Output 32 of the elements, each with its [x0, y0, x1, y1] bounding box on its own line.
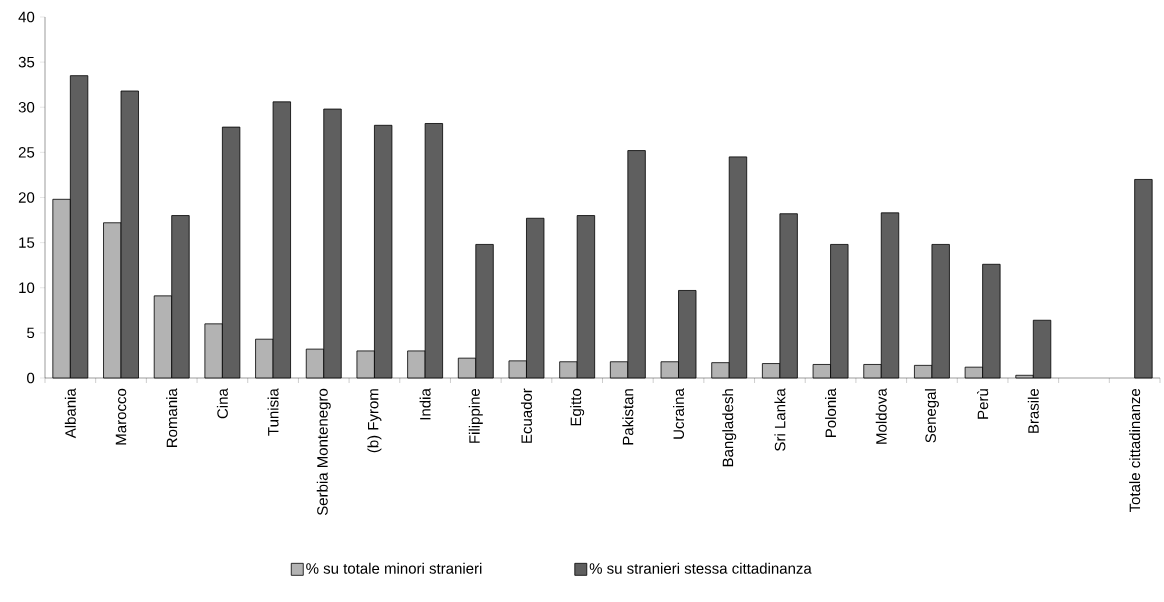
- y-tick-label: 25: [18, 147, 35, 158]
- x-tick-label: Egitto: [570, 388, 585, 426]
- x-tick-label: Moldova: [875, 388, 887, 444]
- y-tick-label: 20: [18, 192, 35, 203]
- x-tick-label: Ucraina: [673, 388, 685, 439]
- legend-label: % su stranieri stessa cittadinanza: [589, 562, 812, 574]
- x-tick-label: (b) Fyrom: [367, 389, 382, 453]
- x-tick-label: Filippine: [468, 388, 483, 443]
- x-tick-label: Tunisia: [267, 388, 279, 436]
- x-tick-label: India: [419, 388, 431, 420]
- y-tick-label: 0: [27, 372, 35, 384]
- x-tick-label: Albania: [64, 388, 76, 439]
- x-tick-label: Cina: [216, 388, 228, 419]
- x-tick-label: Brasile: [1027, 388, 1039, 433]
- x-tick-label: Perù: [977, 389, 989, 419]
- x-tick-label: Polonia: [825, 388, 837, 437]
- y-tick-label: 35: [18, 56, 35, 68]
- x-tick-label: Serbia Montenegro: [316, 388, 331, 516]
- x-tick-label: Bangladesh: [722, 389, 737, 467]
- y-tick-label: 10: [19, 282, 35, 294]
- y-tick-label: 15: [19, 237, 35, 248]
- x-tick-label: Marocco: [115, 388, 127, 445]
- x-tick-label: Sri Lanka: [774, 388, 786, 451]
- x-tick-label: Totale cittadinanze: [1129, 388, 1141, 513]
- legend-label: % su totale minori stranieri: [306, 562, 482, 574]
- y-tick-label: 40: [18, 11, 35, 23]
- x-tick-label: Pakistan: [622, 389, 634, 445]
- x-tick-label: Romania: [166, 388, 178, 447]
- x-tick-label: Ecuador: [520, 388, 532, 443]
- x-tick-label: Senegal: [924, 389, 939, 443]
- y-tick-label: 30: [18, 101, 35, 113]
- y-tick-label: 5: [27, 327, 35, 339]
